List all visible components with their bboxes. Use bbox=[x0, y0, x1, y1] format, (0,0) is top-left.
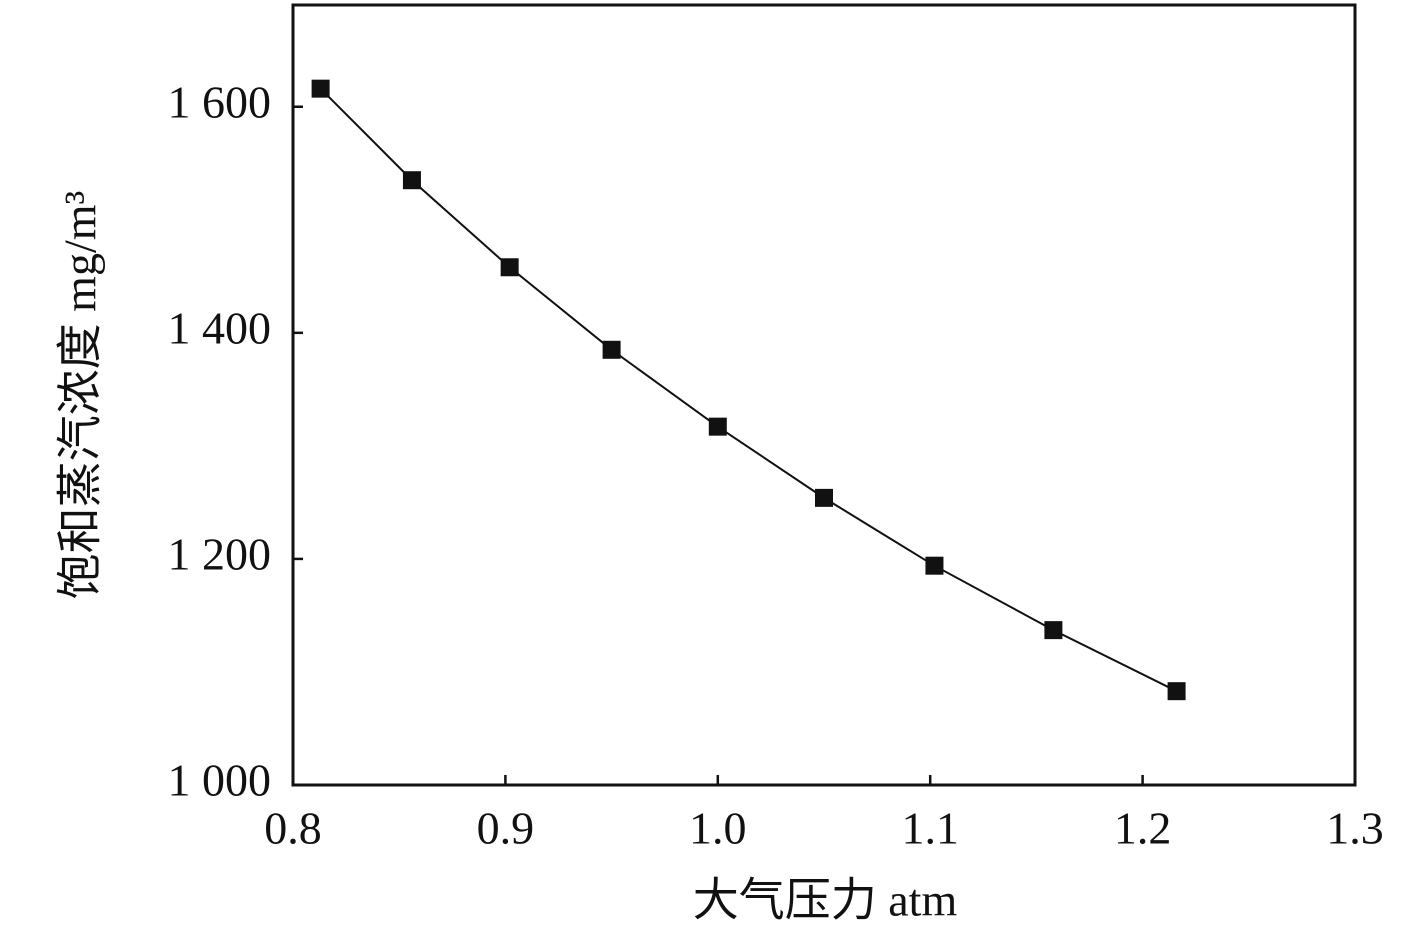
x-tick-label: 1.1 bbox=[901, 803, 959, 854]
y-tick-label: 1 200 bbox=[168, 528, 272, 579]
series-line bbox=[319, 87, 1178, 693]
data-point bbox=[815, 488, 833, 507]
data-point bbox=[1167, 682, 1186, 701]
x-tick-label: 1.3 bbox=[1326, 803, 1384, 854]
x-tick-label: 1.0 bbox=[689, 803, 747, 854]
data-point bbox=[402, 171, 421, 190]
x-tick-label: 1.2 bbox=[1114, 803, 1172, 854]
data-point bbox=[311, 79, 330, 98]
x-tick-label: 0.8 bbox=[264, 803, 322, 854]
data-point bbox=[500, 258, 519, 277]
plot-frame bbox=[291, 3, 1357, 787]
y-tick-label: 1 000 bbox=[168, 755, 272, 806]
data-point bbox=[708, 417, 727, 436]
y-tick-label: 1 400 bbox=[168, 302, 272, 353]
y-axis-label: 饱和蒸汽浓度 mg/m³ bbox=[55, 191, 106, 600]
data-point bbox=[1044, 621, 1063, 640]
y-tick-label: 1 600 bbox=[168, 76, 272, 127]
data-point bbox=[602, 340, 621, 359]
x-axis-label: 大气压力 atm bbox=[693, 875, 958, 926]
x-tick-label: 0.9 bbox=[477, 803, 535, 854]
data-point bbox=[925, 556, 944, 575]
